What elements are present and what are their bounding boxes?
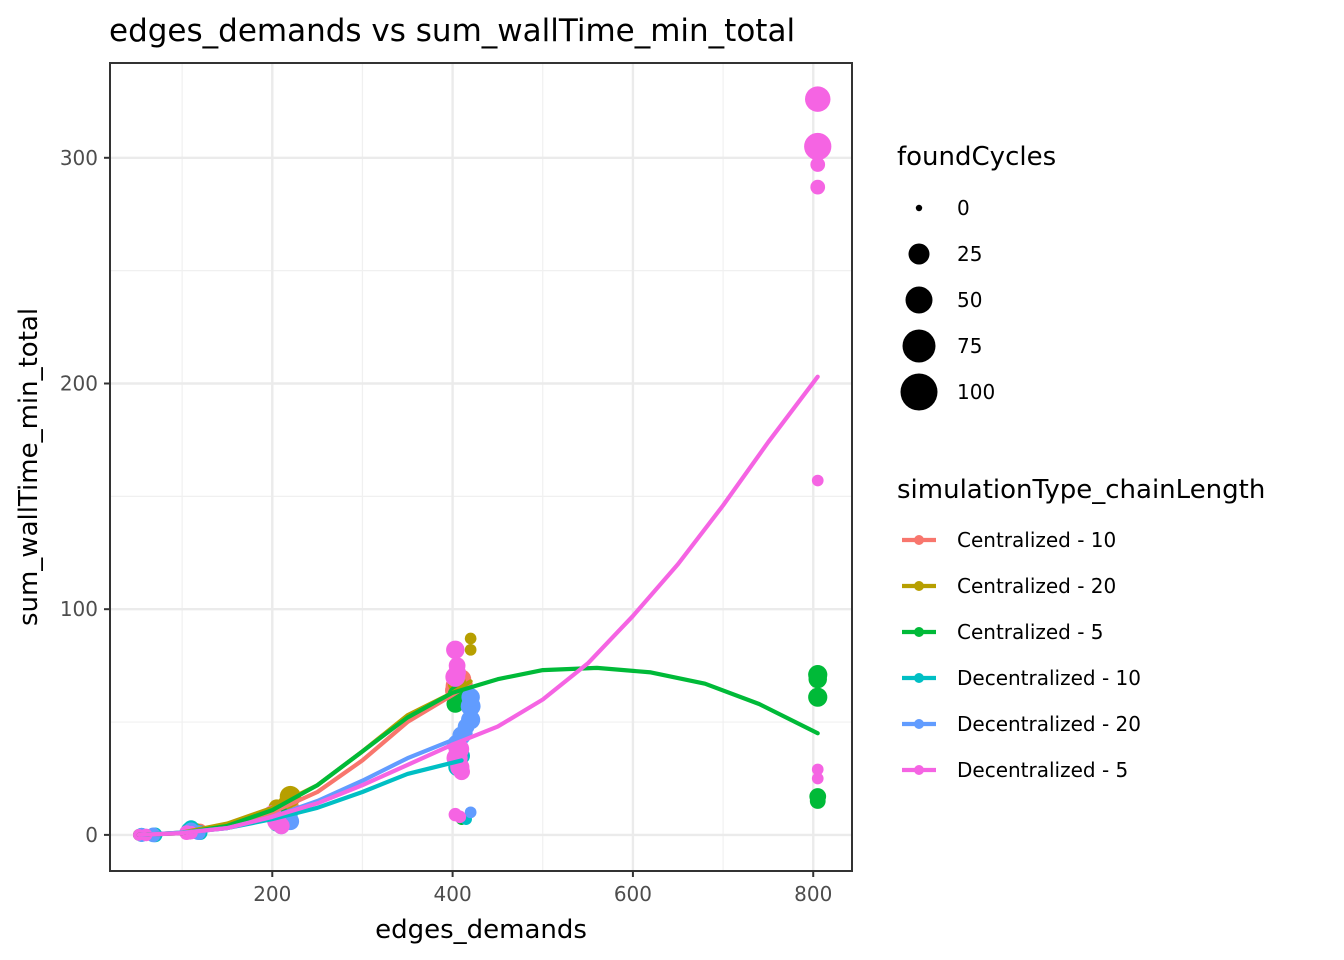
data-point: [453, 810, 467, 824]
size-legend-key: [902, 329, 936, 363]
data-point: [808, 669, 827, 689]
data-point: [446, 640, 465, 660]
color-legend-label: Centralized - 20: [957, 574, 1116, 598]
y-tick-label: 0: [85, 823, 98, 847]
data-point: [810, 157, 826, 172]
smooth-line: [136, 665, 820, 837]
data-point: [804, 132, 832, 161]
x-axis-title: edges_demands: [375, 915, 587, 945]
panel-border: [109, 62, 853, 872]
legend: foundCycles 0 25 50 75 100 simulationType_chai…: [897, 142, 1265, 782]
size-legend-title: foundCycles: [897, 142, 1056, 172]
data-point: [811, 763, 824, 776]
data-point: [461, 687, 480, 707]
color-legend-label: Centralized - 10: [957, 528, 1116, 552]
size-legend-label: 50: [957, 288, 982, 312]
data-point: [464, 632, 477, 645]
color-legend-point: [914, 719, 924, 729]
color-legend-point: [914, 581, 924, 591]
smooth-line: [136, 374, 820, 837]
color-legend-label: Decentralized - 20: [957, 712, 1141, 736]
x-tick-label: 400: [434, 882, 472, 906]
data-point: [805, 86, 831, 112]
color-legend-point: [914, 765, 924, 775]
data-point: [811, 474, 824, 487]
data-point: [810, 179, 826, 195]
size-legend-label: 75: [957, 334, 982, 358]
x-tick-label: 800: [794, 882, 832, 906]
y-tick-label: 100: [60, 597, 98, 621]
chart-title: edges_demands vs sum_wallTime_min_total: [109, 13, 795, 49]
data-point: [464, 806, 477, 819]
size-legend-key: [900, 373, 938, 411]
data-point: [809, 793, 826, 809]
data-point: [811, 772, 824, 785]
color-legend-label: Decentralized - 5: [957, 758, 1128, 782]
size-legend-key: [908, 243, 930, 265]
color-legend-label: Decentralized - 10: [957, 666, 1141, 690]
color-legend-label: Centralized - 5: [957, 620, 1104, 644]
size-legend-label: 25: [957, 242, 982, 266]
x-tick-label: 200: [253, 882, 291, 906]
size-legend-label: 0: [957, 196, 970, 220]
x-tick-label: 600: [614, 882, 652, 906]
y-axis-title: sum_wallTime_min_total: [14, 308, 44, 626]
data-point: [448, 663, 466, 682]
data-point: [464, 643, 477, 656]
size-legend-key: [915, 204, 923, 212]
color-legend-point: [914, 673, 924, 683]
data-point: [272, 817, 290, 835]
color-legend-point: [914, 627, 924, 637]
y-tick-label: 200: [60, 371, 98, 395]
size-legend-label: 100: [957, 380, 995, 404]
size-legend-key: [905, 286, 933, 314]
plot-panel: 200 400 600 800 0 100 200 300: [60, 62, 853, 906]
color-legend-point: [914, 535, 924, 545]
color-legend-title: simulationType_chainLength: [897, 475, 1265, 505]
y-tick-label: 300: [60, 146, 98, 170]
data-point: [808, 687, 828, 707]
data-point: [453, 763, 471, 781]
data-point: [461, 710, 481, 730]
